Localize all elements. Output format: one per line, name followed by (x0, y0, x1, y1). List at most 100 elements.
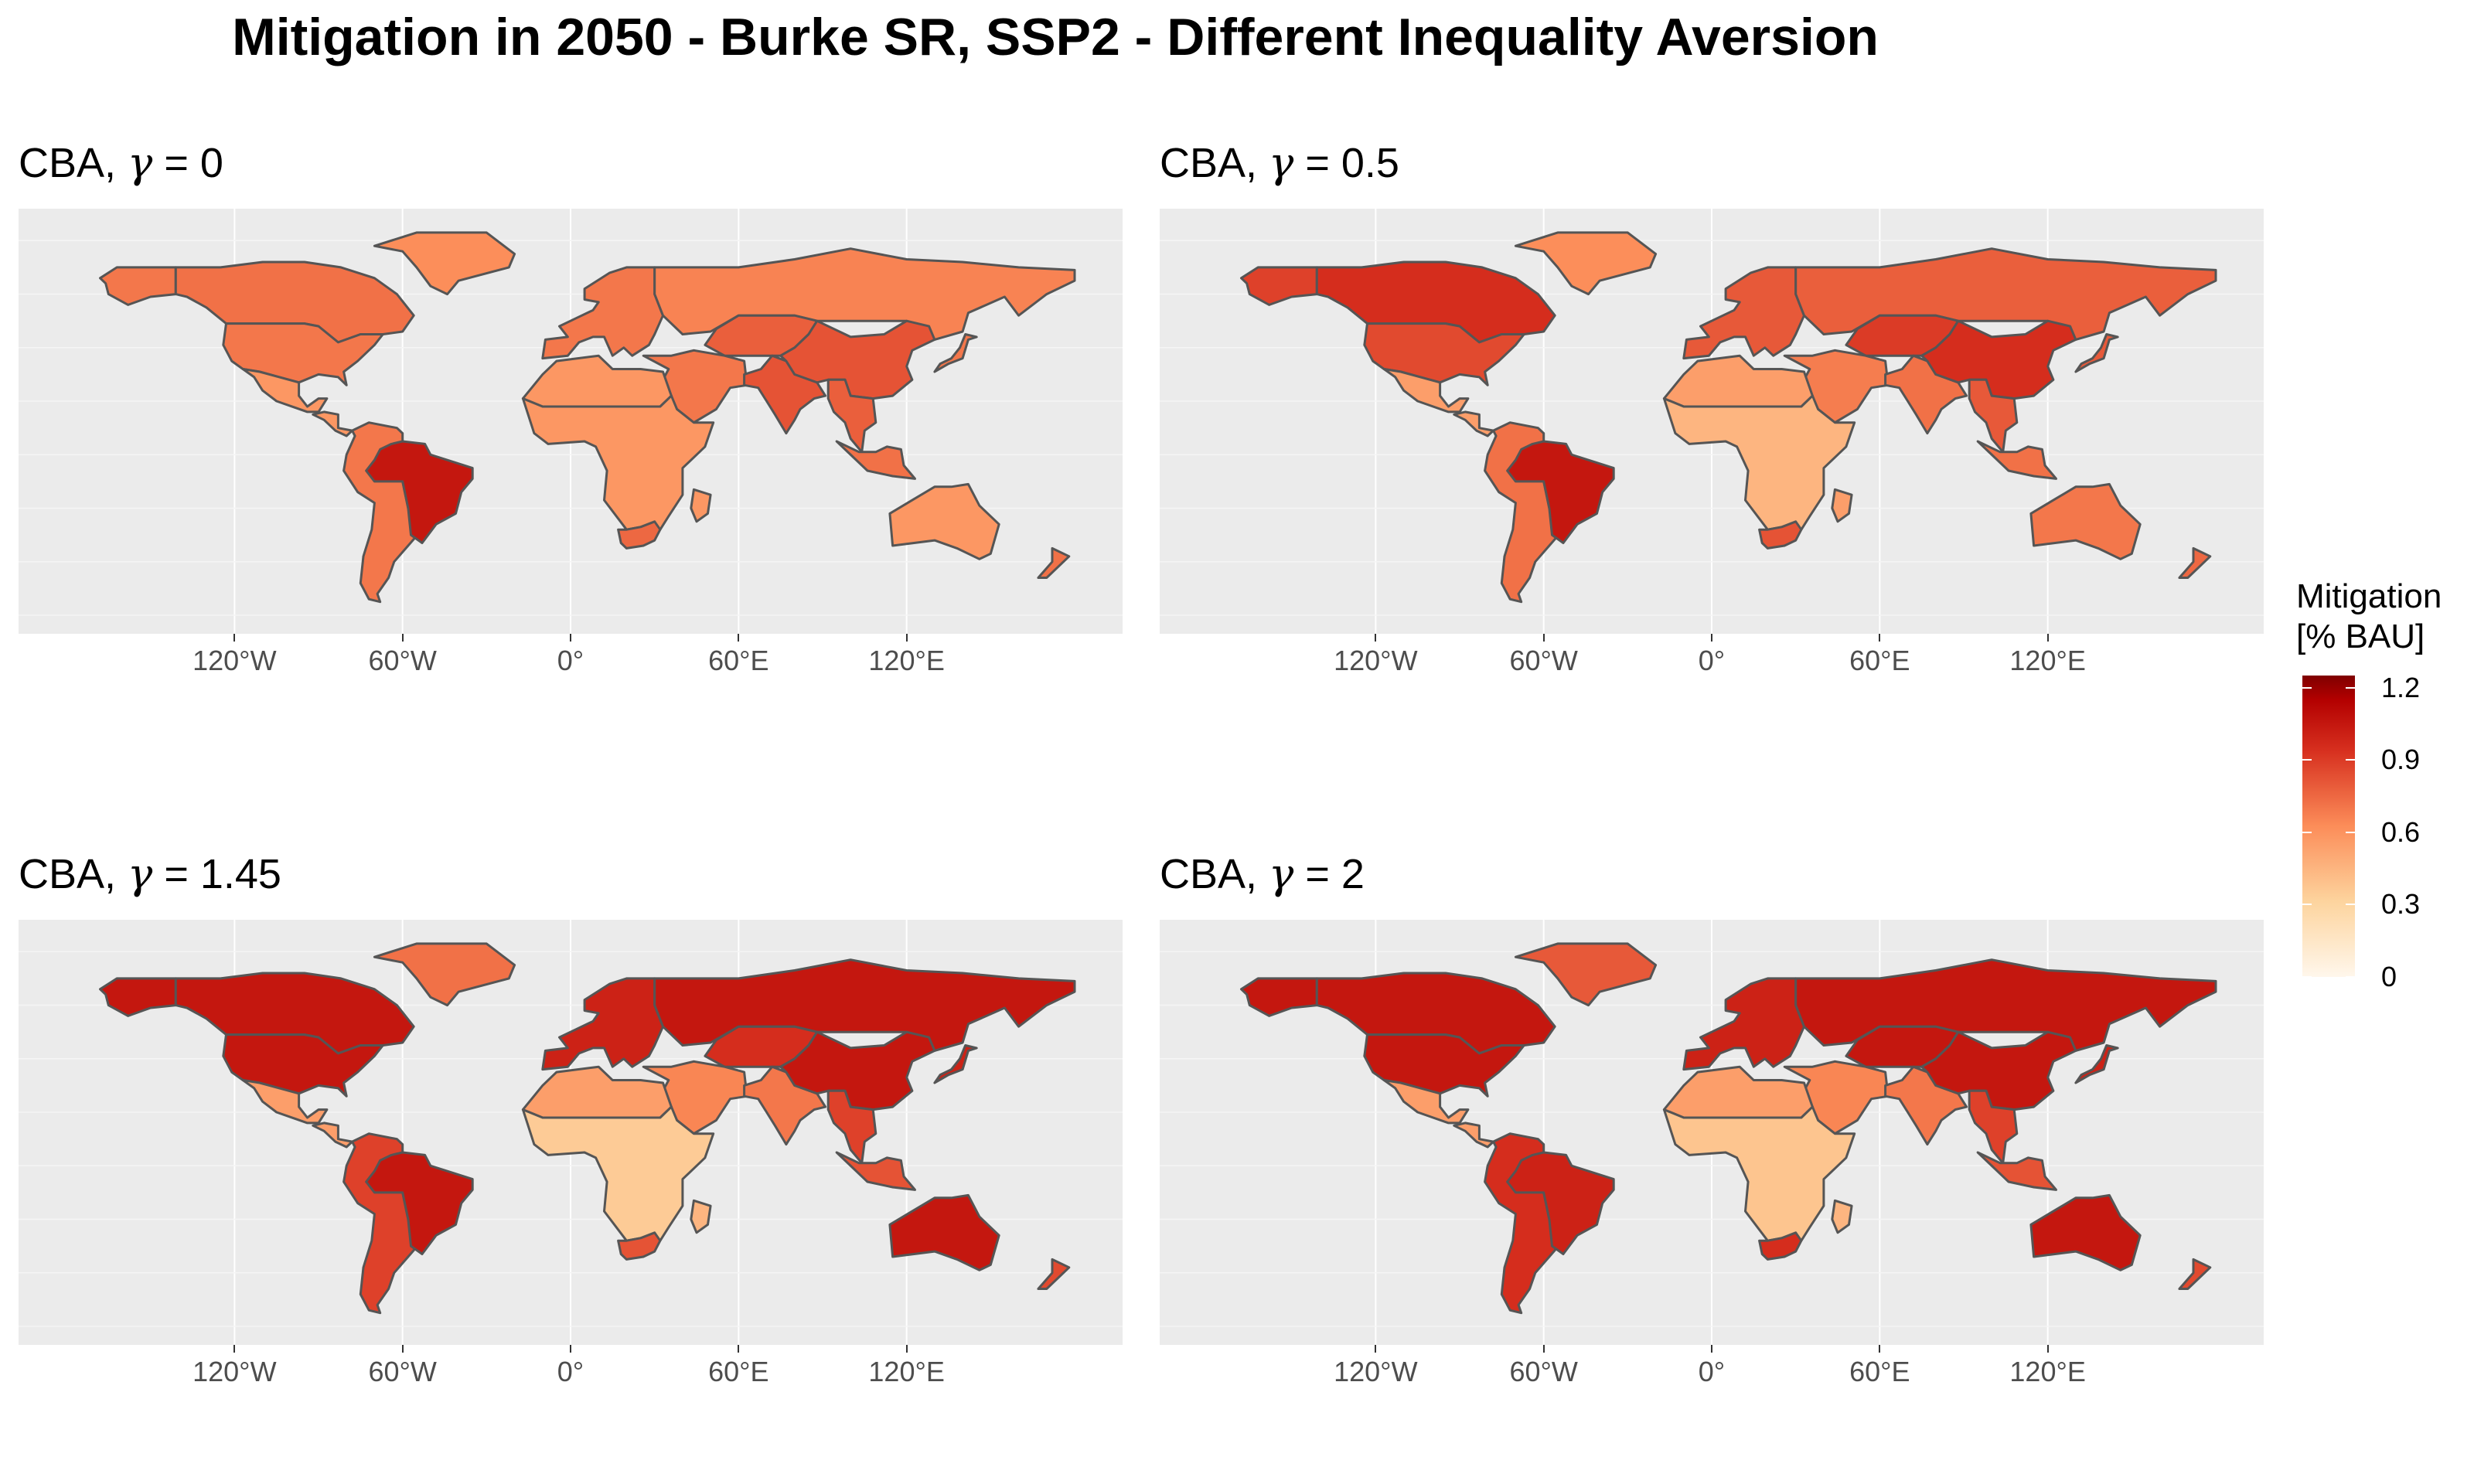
region-madagascar (690, 1199, 712, 1234)
x-tick-label: 60°W (1509, 1356, 1578, 1387)
region-india (1884, 354, 1968, 435)
region-brazil (1506, 1151, 1615, 1255)
x-tick-mark (905, 1345, 908, 1353)
region-north-africa (1662, 1065, 1814, 1119)
x-tick-label: 60°E (1849, 1356, 1910, 1387)
region-greenland (1514, 942, 1658, 1007)
map-panel (19, 209, 1123, 634)
region-europe (1682, 977, 1805, 1071)
legend-colorbar (2302, 676, 2355, 977)
region-indonesia (835, 440, 916, 480)
x-tick-mark (738, 634, 740, 642)
x-tick-label: 120°W (1334, 645, 1418, 676)
region-central-america (312, 410, 353, 437)
x-tick-label: 120°E (868, 1356, 945, 1387)
facet-title: CBA, γ = 0 (19, 138, 223, 189)
x-tick-mark (2046, 634, 2049, 642)
region-alaska (99, 977, 177, 1017)
x-tick-label: 0° (1698, 1356, 1726, 1387)
region-madagascar (1831, 1199, 1853, 1234)
x-tick-label: 120°E (2009, 645, 2086, 676)
region-mexico (241, 1079, 329, 1125)
legend-tick-mark (2346, 904, 2355, 906)
region-china (779, 319, 936, 400)
facet-title-value: = 0.5 (1293, 140, 1399, 186)
region-southeast-asia (1968, 1089, 2019, 1165)
map-svg (1160, 920, 2264, 1345)
x-tick-label: 60°E (708, 1356, 769, 1387)
region-central-america (1453, 1122, 1494, 1149)
region-southeast-asia (826, 378, 877, 454)
x-tick-label: 120°E (2009, 1356, 2086, 1387)
x-tick-label: 0° (557, 645, 584, 676)
region-greenland (373, 231, 516, 296)
region-africa (521, 394, 715, 531)
legend-title-line2: [% BAU] (2296, 618, 2425, 655)
region-china (1920, 1030, 2077, 1111)
x-tick-mark (738, 1345, 740, 1353)
x-tick-mark (401, 1345, 404, 1353)
map-svg (19, 209, 1123, 634)
x-tick-mark (2046, 1345, 2049, 1353)
region-madagascar (1831, 488, 1853, 523)
legend-tick-label: 0.9 (2381, 744, 2421, 776)
region-australia (888, 1193, 1000, 1271)
region-south-africa (1758, 1231, 1803, 1261)
region-south-america (342, 421, 424, 604)
region-north-africa (1662, 354, 1814, 408)
map-svg (19, 920, 1123, 1345)
region-madagascar (690, 488, 712, 523)
region-russia (653, 247, 1076, 341)
region-china (779, 1030, 936, 1111)
map-panel (19, 920, 1123, 1345)
facet-title-prefix: CBA, (1160, 851, 1269, 897)
legend-tick-label: 1.2 (2381, 671, 2421, 703)
legend-tick-mark (2302, 759, 2312, 761)
facet-title-gamma: γ (1269, 849, 1294, 898)
x-axis: 120°W 60°W 0° 60°E 120°E (19, 634, 1123, 688)
x-tick-label: 60°W (368, 645, 437, 676)
legend-tick-mark (2346, 686, 2355, 689)
x-tick-mark (1711, 1345, 1712, 1353)
x-tick-mark (1542, 1345, 1545, 1353)
legend-tick-mark (2302, 904, 2312, 906)
x-tick-label: 60°W (1509, 645, 1578, 676)
region-alaska (1240, 977, 1318, 1017)
region-greenland (1514, 231, 1658, 296)
region-south-america (1484, 421, 1565, 604)
region-indonesia (835, 1151, 916, 1191)
region-southeast-asia (826, 1089, 877, 1165)
region-brazil (365, 1151, 474, 1255)
region-mexico (1382, 1079, 1470, 1125)
x-tick-mark (1879, 634, 1881, 642)
facet-title-value: = 0 (152, 140, 223, 186)
map-panel (1160, 209, 2264, 634)
legend-tick-mark (2302, 686, 2312, 689)
x-tick-mark (401, 634, 404, 642)
facet-title-gamma: γ (128, 849, 153, 898)
region-south-africa (1758, 520, 1803, 550)
region-russia (653, 958, 1076, 1052)
region-australia (2029, 1193, 2142, 1271)
region-japan (2074, 333, 2119, 373)
region-europe (541, 977, 664, 1071)
region-south-america (342, 1132, 424, 1315)
region-mexico (241, 368, 329, 414)
legend-tick-mark (2302, 976, 2312, 978)
chart-title: Mitigation in 2050 - Burke SR, SSP2 - Di… (232, 8, 1879, 66)
legend-tick-label: 0.3 (2381, 888, 2421, 921)
region-central-america (1453, 410, 1494, 437)
legend-tick-mark (2346, 759, 2355, 761)
x-tick-mark (1711, 634, 1712, 642)
region-australia (888, 482, 1000, 560)
x-tick-mark (1375, 1345, 1377, 1353)
map-svg (1160, 209, 2264, 634)
legend-tick-mark (2302, 831, 2312, 833)
facet-title-gamma: γ (1269, 138, 1294, 187)
region-brazil (1506, 440, 1615, 544)
region-mexico (1382, 368, 1470, 414)
region-china (1920, 319, 2077, 400)
legend: Mitigation [% BAU] 1.2 0.9 0.6 0.3 0 (2296, 577, 2474, 992)
x-tick-label: 60°E (1849, 645, 1910, 676)
region-alaska (1240, 266, 1318, 306)
